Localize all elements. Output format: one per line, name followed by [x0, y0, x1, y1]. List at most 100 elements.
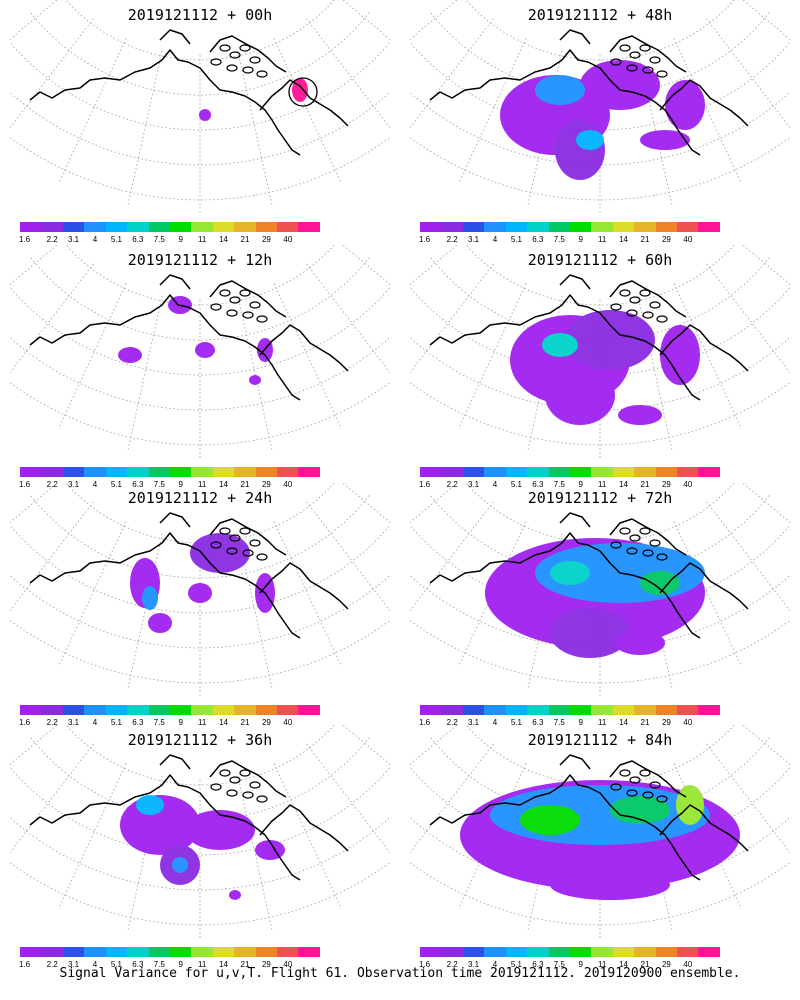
colorbar-tick-label: 6.3	[532, 480, 544, 489]
colorbar-tick-label: 21	[640, 235, 650, 244]
panel-title: 2019121112 + 48h	[527, 6, 673, 24]
colorbar-tick-label: 21	[240, 718, 250, 727]
colorbar	[420, 222, 720, 232]
colorbar-tick-label: 14	[619, 480, 629, 489]
colorbar-swatch	[569, 705, 592, 715]
colorbar-swatch	[569, 222, 592, 232]
colorbar-labels: 1.6 2.2 3.1 4 5.1 6.3 7.5 9 11 14 21 29 40	[419, 235, 720, 245]
coastline	[429, 754, 749, 881]
colorbar-tick-label: 9	[578, 960, 583, 969]
colorbar-tick-label: 1.6	[418, 480, 431, 489]
colorbar-tick-label: 11	[597, 235, 607, 244]
colorbar-tick-label: 40	[683, 960, 693, 969]
map-panel-48h: 2019121112 + 48h 1.6 2.2 3.1 4 5.1 6.3 7.5 9 11 1…	[410, 0, 790, 250]
colorbar-swatch	[634, 705, 656, 715]
colorbar-tick-label: 29	[261, 480, 271, 489]
graticule	[10, 245, 390, 460]
colorbar-tick-label: 5.1	[110, 235, 122, 244]
panel-title: 2019121112 + 84h	[527, 731, 673, 749]
colorbar-swatch	[298, 947, 320, 957]
colorbar-swatch	[298, 222, 320, 232]
archipelago-islands	[610, 527, 668, 561]
colorbar-tick-label: 21	[240, 480, 250, 489]
colorbar-tick-label: 4	[492, 480, 498, 489]
colorbar-swatch	[655, 947, 678, 957]
map-panel-60h: 2019121112 + 60h 1.6 2.2 3.1 4 5.1 6.3 7.5 9 11 1…	[410, 245, 790, 495]
coastline	[29, 274, 349, 401]
colorbar-swatch	[169, 947, 192, 957]
colorbar	[420, 947, 720, 957]
colorbar-tick-label: 7.5	[553, 960, 565, 969]
colorbar-tick-label: 40	[683, 235, 693, 244]
colorbar-tick-label: 11	[597, 960, 607, 969]
colorbar-swatch	[698, 467, 720, 477]
colorbar-tick-label: 6.3	[532, 235, 544, 244]
colorbar-swatch	[105, 947, 128, 957]
colorbar-swatch	[62, 947, 85, 957]
colorbar-tick-label: 6.3	[532, 718, 544, 727]
colorbar-tick-label: 1.6	[18, 960, 31, 969]
polar-map	[410, 725, 790, 940]
colorbar-swatch	[212, 705, 235, 715]
colorbar-swatch	[84, 222, 106, 232]
colorbar-swatch	[255, 705, 278, 715]
colorbar-swatch	[212, 467, 235, 477]
colorbar-swatch	[677, 947, 699, 957]
colorbar-labels: 1.6 2.2 3.1 4 5.1 6.3 7.5 9 11 14 21 29 40	[18, 960, 320, 970]
colorbar-tick-label: 4	[492, 960, 498, 969]
colorbar-tick-label: 7.5	[153, 960, 165, 969]
colorbar-swatch	[505, 222, 528, 232]
colorbar-tick-label: 2.2	[446, 718, 458, 727]
colorbar-labels: 1.6 2.2 3.1 4 5.1 6.3 7.5 9 11 14 21 29 40	[19, 718, 320, 728]
colorbar-tick-label: 2.2	[46, 480, 58, 489]
colorbar-labels: 1.6 2.2 3.1 4 5.1 6.3 7.5 9 11 14 21 29 40	[18, 480, 320, 490]
colorbar	[20, 467, 320, 477]
colorbar-swatch	[505, 467, 528, 477]
colorbar-swatch	[698, 705, 720, 715]
colorbar-swatch	[591, 222, 613, 232]
coastline	[429, 29, 749, 156]
colorbar-tick-label: 11	[597, 718, 607, 727]
colorbar-swatch	[677, 222, 699, 232]
colorbar-tick-label: 1.6	[18, 480, 31, 489]
panel-title: 2019121112 + 60h	[527, 251, 673, 269]
polar-map	[10, 0, 390, 215]
colorbar-swatch	[484, 222, 506, 232]
variance-field	[500, 60, 705, 180]
colorbar-tick-label: 5.1	[510, 235, 522, 244]
colorbar-swatch	[84, 947, 106, 957]
colorbar-tick-label: 4	[92, 960, 98, 969]
archipelago-islands	[210, 44, 268, 78]
map-panel-24h: 2019121112 + 24h 1.6 2.2 3.1 4 5.1 6.3 7.5 9 11 1…	[10, 483, 390, 733]
colorbar-tick-label: 2.2	[446, 480, 458, 489]
colorbar-tick-label: 9	[578, 235, 583, 244]
colorbar-swatch	[505, 705, 528, 715]
colorbar-swatch	[484, 467, 506, 477]
coastline	[429, 512, 749, 639]
colorbar-tick-label: 6.3	[532, 960, 544, 969]
colorbar-swatch	[569, 467, 592, 477]
colorbar-tick-label: 29	[261, 718, 271, 727]
colorbar-swatch	[62, 705, 85, 715]
colorbar-tick-label: 1.6	[418, 960, 431, 969]
colorbar-swatch	[148, 467, 170, 477]
colorbar-tick-label: 3.1	[68, 718, 80, 727]
panel-title: 2019121112 + 12h	[127, 251, 273, 269]
archipelago-islands	[610, 289, 668, 323]
colorbar-swatch	[677, 467, 699, 477]
panel-title: 2019121112 + 36h	[127, 731, 273, 749]
colorbar-tick-label: 5.1	[110, 718, 122, 727]
colorbar-swatch	[212, 947, 235, 957]
colorbar-tick-label: 29	[661, 235, 671, 244]
colorbar-swatch	[548, 222, 570, 232]
colorbar	[20, 947, 320, 957]
colorbar-swatch	[420, 222, 442, 232]
colorbar-tick-label: 7.5	[553, 480, 565, 489]
colorbar-swatch	[420, 947, 442, 957]
colorbar	[420, 705, 720, 715]
colorbar-tick-label: 21	[240, 960, 250, 969]
colorbar-tick-label: 5.1	[510, 718, 522, 727]
colorbar-swatch	[255, 947, 278, 957]
coastline	[29, 754, 349, 881]
colorbar-swatch	[591, 947, 613, 957]
